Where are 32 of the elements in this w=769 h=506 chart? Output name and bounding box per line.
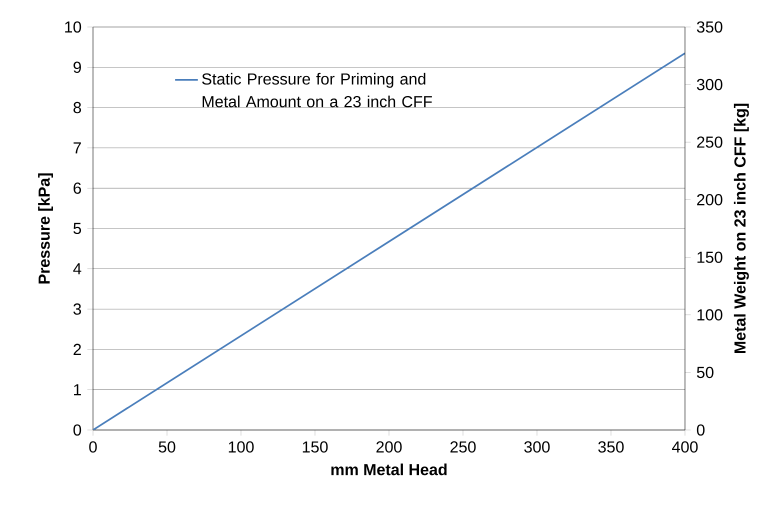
y-tick-label: 5: [73, 222, 82, 234]
x-tick-label: 200: [376, 441, 402, 453]
x-tick-label: 100: [228, 441, 254, 453]
x-tick-label: 350: [598, 441, 624, 453]
y-tick-label: 9: [74, 62, 81, 73]
legend-label: Static Pressure for Priming and Metal Amount on a 23 inch CFF: [202, 72, 432, 108]
y2-tick-label: 0: [696, 424, 705, 436]
y2-tick-label: 50: [696, 366, 714, 378]
y-tick-label: 8: [74, 102, 82, 114]
x-tick-label: 150: [302, 441, 328, 453]
x-tick-label: 250: [450, 441, 476, 453]
y2-tick-label: 250: [697, 136, 722, 148]
y-tick-label: 2: [74, 344, 81, 355]
x-tick-label: 0: [89, 441, 97, 453]
y-tick-label: 4: [73, 263, 82, 274]
y-tick-label: 7: [74, 142, 81, 154]
y-tick-label: 6: [74, 182, 82, 194]
x-tick-label: 50: [158, 441, 176, 453]
y2-tick-label: 100: [697, 309, 722, 320]
x-axis-title: mm Metal Head: [331, 464, 447, 476]
y2-tick-label: 200: [697, 194, 722, 206]
y2-axis-title: Metal Weight on 23 inch CFF [kg]: [734, 104, 749, 354]
y-tick-label: 0: [73, 424, 82, 436]
y2-tick-label: 350: [696, 21, 722, 33]
y-tick-label: 10: [65, 21, 82, 33]
y2-tick-label: 300: [696, 78, 722, 90]
y-tick-label: 3: [73, 303, 82, 315]
y2-tick-label: 150: [697, 252, 722, 263]
x-tick-label: 400: [672, 441, 698, 453]
y-tick-label: 1: [74, 384, 81, 396]
y-axis-title: Pressure [kPa]: [38, 173, 53, 284]
x-tick-label: 300: [524, 441, 550, 453]
